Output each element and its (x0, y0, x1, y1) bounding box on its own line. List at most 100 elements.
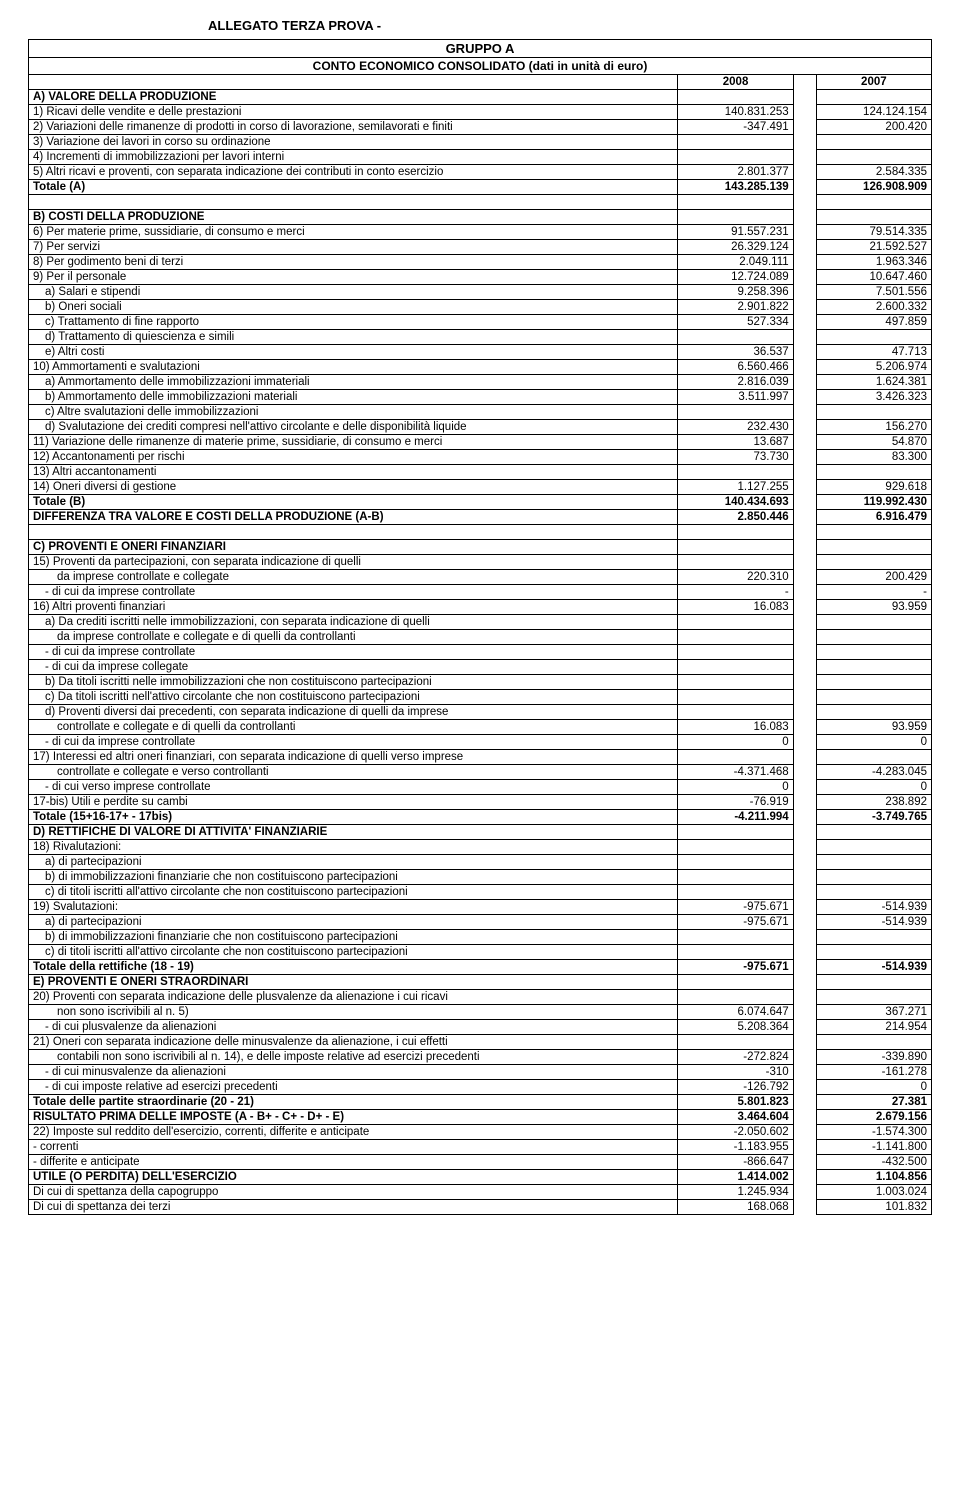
row-label: - di cui plusvalenze da alienazioni (29, 1020, 678, 1035)
table-row: - di cui da imprese collegate (29, 660, 932, 675)
gap (793, 990, 816, 1005)
value-y2: 929.618 (816, 480, 931, 495)
row-label: C) PROVENTI E ONERI FINANZIARI (29, 540, 678, 555)
table-row: controllate e collegate e di quelli da c… (29, 720, 932, 735)
value-y2 (816, 825, 931, 840)
table-row: da imprese controllate e collegate220.31… (29, 570, 932, 585)
value-y1: -2.050.602 (678, 1125, 793, 1140)
value-y1: 2.850.446 (678, 510, 793, 525)
value-y1 (678, 885, 793, 900)
value-y1 (678, 990, 793, 1005)
row-label: Totale (B) (29, 495, 678, 510)
year-1: 2008 (678, 75, 793, 90)
table-row: 6) Per materie prime, sussidiarie, di co… (29, 225, 932, 240)
gap (793, 570, 816, 585)
value-y1 (678, 90, 793, 105)
value-y2 (816, 135, 931, 150)
row-label: d) Trattamento di quiescienza e simili (29, 330, 678, 345)
gap (793, 765, 816, 780)
table-row: e) Altri costi36.53747.713 (29, 345, 932, 360)
row-label: 1) Ricavi delle vendite e delle prestazi… (29, 105, 678, 120)
value-y2: 79.514.335 (816, 225, 931, 240)
value-y1: 26.329.124 (678, 240, 793, 255)
row-label: e) Altri costi (29, 345, 678, 360)
gap (793, 1200, 816, 1215)
gap (793, 375, 816, 390)
income-statement-table: GRUPPO A CONTO ECONOMICO CONSOLIDATO (da… (28, 39, 932, 1215)
value-y2: -339.890 (816, 1050, 931, 1065)
table-row: - di cui da imprese controllate00 (29, 735, 932, 750)
row-label: a) Da crediti iscritti nelle immobilizza… (29, 615, 678, 630)
value-y1: 0 (678, 735, 793, 750)
table-row (29, 525, 932, 540)
value-y1: -4.371.468 (678, 765, 793, 780)
gap (793, 315, 816, 330)
gap (793, 900, 816, 915)
table-row: 16) Altri proventi finanziari16.08393.95… (29, 600, 932, 615)
table-row: a) Ammortamento delle immobilizzazioni i… (29, 375, 932, 390)
value-y2: 83.300 (816, 450, 931, 465)
row-label: 10) Ammortamenti e svalutazioni (29, 360, 678, 375)
value-y1: -1.183.955 (678, 1140, 793, 1155)
table-row: b) di immobilizzazioni finanziarie che n… (29, 870, 932, 885)
table-row: 14) Oneri diversi di gestione1.127.25592… (29, 480, 932, 495)
value-y1 (678, 210, 793, 225)
row-label: - di cui da imprese controllate (29, 645, 678, 660)
value-y1: -975.671 (678, 900, 793, 915)
row-label: 7) Per servizi (29, 240, 678, 255)
table-row: 21) Oneri con separata indicazione delle… (29, 1035, 932, 1050)
table-row: 7) Per servizi26.329.12421.592.527 (29, 240, 932, 255)
value-y2: 3.426.323 (816, 390, 931, 405)
value-y2: -161.278 (816, 1065, 931, 1080)
row-label: - di cui minusvalenze da alienazioni (29, 1065, 678, 1080)
value-y2 (816, 885, 931, 900)
value-y1: -975.671 (678, 960, 793, 975)
years-row: 2008 2007 (29, 75, 932, 90)
row-label: 5) Altri ricavi e proventi, con separata… (29, 165, 678, 180)
row-label: 20) Proventi con separata indicazione de… (29, 990, 678, 1005)
value-y2: 93.959 (816, 600, 931, 615)
row-label: 14) Oneri diversi di gestione (29, 480, 678, 495)
gap (793, 1125, 816, 1140)
gap (793, 75, 816, 90)
table-row: Totale della rettifiche (18 - 19)-975.67… (29, 960, 932, 975)
gap (793, 195, 816, 210)
value-y1 (678, 855, 793, 870)
value-y2: 200.429 (816, 570, 931, 585)
table-row: D) RETTIFICHE DI VALORE DI ATTIVITA' FIN… (29, 825, 932, 840)
table-row: Totale (15+16-17+ - 17bis)-4.211.994-3.7… (29, 810, 932, 825)
value-y2: 126.908.909 (816, 180, 931, 195)
gap (793, 1095, 816, 1110)
gap (793, 210, 816, 225)
gap (793, 1005, 816, 1020)
table-row: c) di titoli iscritti all'attivo circola… (29, 885, 932, 900)
gap (793, 360, 816, 375)
row-label: 19) Svalutazioni: (29, 900, 678, 915)
gap (793, 150, 816, 165)
value-y1 (678, 150, 793, 165)
value-y1: -347.491 (678, 120, 793, 135)
value-y1: 16.083 (678, 600, 793, 615)
row-label: D) RETTIFICHE DI VALORE DI ATTIVITA' FIN… (29, 825, 678, 840)
value-y2: 367.271 (816, 1005, 931, 1020)
gap (793, 240, 816, 255)
row-label: non sono iscrivibili al n. 5) (29, 1005, 678, 1020)
gap (793, 675, 816, 690)
value-y2 (816, 1035, 931, 1050)
gap (793, 645, 816, 660)
value-y1: 2.049.111 (678, 255, 793, 270)
value-y2 (816, 990, 931, 1005)
value-y1: -76.919 (678, 795, 793, 810)
row-label: 4) Incrementi di immobilizzazioni per la… (29, 150, 678, 165)
table-row: 9) Per il personale12.724.08910.647.460 (29, 270, 932, 285)
value-y1 (678, 660, 793, 675)
value-y1 (678, 135, 793, 150)
row-label: b) Da titoli iscritti nelle immobilizzaz… (29, 675, 678, 690)
gap (793, 225, 816, 240)
row-label: 17-bis) Utili e perdite su cambi (29, 795, 678, 810)
value-y1: 143.285.139 (678, 180, 793, 195)
gap (793, 705, 816, 720)
value-y2 (816, 975, 931, 990)
value-y1: 2.901.822 (678, 300, 793, 315)
value-y2: -432.500 (816, 1155, 931, 1170)
